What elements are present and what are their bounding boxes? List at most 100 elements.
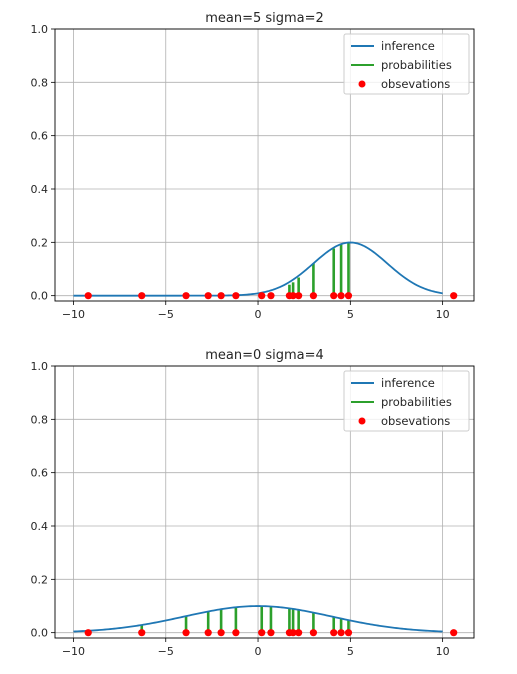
x-tick-label: 10 — [436, 308, 450, 321]
probability-stem — [291, 282, 295, 296]
y-tick-label: 0.6 — [31, 467, 49, 480]
observation-point — [204, 629, 212, 637]
probability-stems — [140, 606, 350, 633]
observation-point — [337, 629, 345, 637]
probability-stem — [184, 616, 188, 633]
legend-observations-label: obsevations — [381, 414, 450, 428]
probability-stem — [312, 263, 315, 296]
tick-marks: −10 −5 0 5 10 0.0 0.2 0.4 0.6 0.8 1.0 — [31, 23, 450, 321]
plot-frame — [54, 365, 475, 639]
legend-observations-swatch — [358, 417, 366, 425]
observation-point — [138, 629, 146, 637]
observation-points — [84, 629, 458, 637]
observation-point — [295, 629, 303, 637]
y-tick-label: 0.2 — [31, 236, 49, 249]
probability-stem — [347, 242, 350, 296]
probability-stem — [234, 607, 238, 633]
probability-stem — [332, 616, 336, 633]
probability-stem — [347, 620, 350, 633]
x-tick-label: 0 — [255, 645, 262, 658]
legend: inference probabilities obsevations — [343, 370, 470, 432]
observation-point — [204, 292, 212, 300]
probability-stem — [219, 609, 223, 633]
x-tick-label: −5 — [158, 645, 174, 658]
observation-point — [258, 292, 266, 300]
observation-point — [289, 629, 297, 637]
tick-marks: −10 −5 0 5 10 0.0 0.2 0.4 0.6 0.8 1.0 — [31, 360, 450, 658]
legend-observations-label: obsevations — [381, 77, 450, 91]
observation-point — [330, 292, 338, 300]
legend-probabilities-label: probabilities — [381, 395, 452, 409]
axes-frame — [54, 28, 475, 302]
legend-inference-label: inference — [381, 376, 435, 390]
legend-inference-label: inference — [381, 39, 435, 53]
observation-point — [289, 292, 297, 300]
axes-frame — [54, 365, 475, 639]
probability-stem — [288, 608, 291, 633]
x-tick-label: 0 — [255, 308, 262, 321]
chart-title: mean=5 sigma=2 — [205, 11, 324, 26]
legend-probabilities-label: probabilities — [381, 58, 452, 72]
probability-stem — [332, 248, 336, 296]
chart-top: −10 −5 0 5 10 0.0 0.2 0.4 0.6 0.8 1.0 mean=5 sigma… — [31, 11, 475, 321]
observation-point — [258, 629, 266, 637]
probability-stem — [260, 606, 264, 633]
y-tick-label: 0.8 — [31, 413, 49, 426]
inference-curve — [73, 605, 443, 633]
x-tick-label: 5 — [347, 308, 354, 321]
y-tick-label: 0.8 — [31, 76, 49, 89]
probability-stem — [339, 618, 343, 633]
observation-point — [337, 292, 345, 300]
x-tick-label: −10 — [62, 308, 85, 321]
observation-point — [182, 629, 190, 637]
observation-point — [182, 292, 190, 300]
probability-stem — [291, 608, 295, 633]
chart-bottom: −10 −5 0 5 10 0.0 0.2 0.4 0.6 0.8 1.0 mean=0 sigma… — [31, 348, 475, 658]
observation-point — [84, 292, 92, 300]
observation-point — [232, 292, 240, 300]
observation-point — [295, 292, 303, 300]
observation-point — [344, 629, 353, 637]
observation-point — [309, 629, 318, 637]
x-tick-label: 5 — [347, 645, 354, 658]
x-tick-label: −10 — [62, 645, 85, 658]
x-tick-label: 10 — [436, 645, 450, 658]
legend-observations-swatch — [358, 80, 366, 88]
observation-point — [267, 629, 275, 637]
observation-point — [450, 629, 458, 637]
observation-point — [232, 629, 240, 637]
y-tick-label: 0.6 — [31, 130, 49, 143]
y-tick-label: 0.4 — [31, 183, 49, 196]
chart-title: mean=0 sigma=4 — [205, 348, 324, 363]
plot-frame — [54, 28, 475, 302]
probability-stem — [206, 611, 210, 633]
inference-curve-group — [73, 605, 443, 633]
observation-point — [84, 629, 92, 637]
x-tick-label: −5 — [158, 308, 174, 321]
probability-stem — [297, 609, 300, 633]
observation-point — [217, 629, 225, 637]
y-tick-label: 1.0 — [31, 23, 49, 36]
y-tick-label: 0.2 — [31, 573, 49, 586]
legend: inference probabilities obsevations — [343, 33, 470, 95]
probability-stem — [140, 624, 144, 633]
observation-point — [330, 629, 338, 637]
legend-box — [343, 370, 470, 432]
y-tick-label: 1.0 — [31, 360, 49, 373]
observation-point — [309, 292, 318, 300]
inference-curve — [73, 241, 443, 297]
legend-box — [343, 33, 470, 95]
probability-stem — [339, 243, 343, 296]
observation-points — [84, 292, 458, 300]
probability-stem — [269, 606, 273, 633]
inference-curve-group — [73, 241, 443, 297]
observation-point — [267, 292, 275, 300]
y-tick-label: 0.4 — [31, 520, 49, 533]
probability-stem — [297, 277, 300, 296]
observation-point — [138, 292, 146, 300]
probability-stem — [312, 612, 315, 633]
y-tick-label: 0.0 — [31, 627, 49, 640]
observation-point — [450, 292, 458, 300]
